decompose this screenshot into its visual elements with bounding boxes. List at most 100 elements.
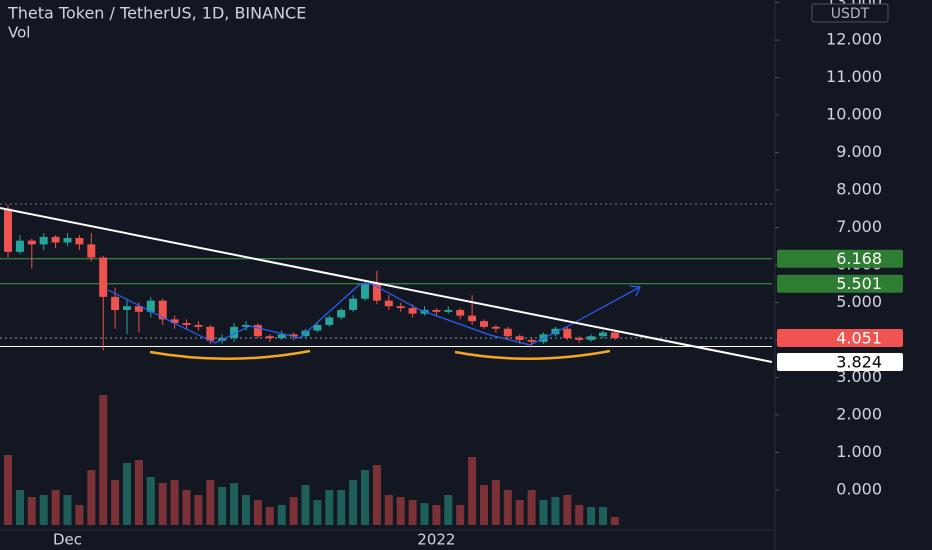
- candle-body: [123, 306, 131, 310]
- volume-bar: [146, 477, 155, 525]
- volume-bar: [480, 485, 488, 525]
- price-label-box: [777, 249, 903, 268]
- candle-body: [111, 296, 120, 310]
- volume-bar: [301, 485, 310, 525]
- candle-body: [610, 332, 619, 339]
- volume-bar: [194, 495, 203, 525]
- y-tick-label: 12.000: [826, 30, 882, 49]
- volume-bar: [551, 497, 560, 525]
- trendline[interactable]: [0, 207, 773, 363]
- y-tick-label: 8.000: [836, 180, 882, 199]
- candle-body: [527, 339, 536, 342]
- candle-body: [87, 244, 96, 258]
- candle-body: [384, 300, 393, 307]
- volume-bar: [242, 495, 250, 525]
- volume-bar: [491, 480, 500, 525]
- volume-bar: [182, 490, 191, 525]
- price-axis: 0.0001.0002.0003.0004.0005.0006.0007.000…: [775, 0, 903, 498]
- volume-bar: [15, 490, 24, 525]
- volume-bar: [503, 490, 512, 525]
- candle-body: [170, 319, 179, 324]
- volume-bar: [610, 517, 619, 525]
- candle-body: [468, 315, 477, 322]
- candle-body: [563, 328, 572, 339]
- candle-body: [265, 336, 274, 339]
- volume-bar: [170, 480, 179, 525]
- price-label: 3.824: [836, 353, 882, 372]
- pattern-arc[interactable]: [149, 349, 311, 360]
- candle-body: [206, 326, 215, 341]
- candle-body: [15, 240, 24, 252]
- volume-bar: [206, 480, 215, 525]
- volume-bar: [349, 480, 358, 525]
- volume-bar: [527, 490, 536, 525]
- x-tick-label: 2022: [417, 531, 455, 549]
- volume-bar: [563, 495, 572, 525]
- volume-bar: [539, 500, 548, 525]
- price-label-box: [777, 274, 903, 293]
- volume-bar: [313, 500, 322, 525]
- volume-layer: [4, 395, 619, 525]
- candle-body: [432, 309, 441, 312]
- candle-body: [349, 298, 358, 310]
- y-tick-label: 9.000: [836, 142, 882, 161]
- candle-body: [599, 332, 607, 337]
- volume-bar: [432, 505, 441, 525]
- volume-bar: [39, 495, 48, 525]
- candle-body: [230, 326, 239, 339]
- candle-body: [4, 208, 12, 252]
- price-label: 6.168: [836, 249, 882, 268]
- candle-body: [361, 283, 369, 299]
- price-label: 4.051: [836, 329, 882, 348]
- candle-body: [27, 240, 36, 245]
- candles-layer: [4, 205, 619, 351]
- candle-body: [337, 309, 346, 318]
- currency-badge[interactable]: [811, 3, 889, 23]
- candle-body: [408, 308, 417, 314]
- y-tick-label: 1.000: [836, 442, 882, 461]
- candle-body: [39, 236, 48, 245]
- candle-body: [194, 324, 203, 327]
- candle-body: [444, 309, 453, 312]
- y-tick-label: 5.000: [836, 292, 882, 311]
- volume-bar: [253, 500, 262, 525]
- pattern-arc[interactable]: [454, 349, 611, 360]
- candle-body: [515, 336, 524, 340]
- volume-bar: [158, 483, 167, 525]
- projection-path[interactable]: [107, 283, 641, 346]
- candle-body: [253, 324, 262, 337]
- candle-body: [587, 336, 596, 340]
- candle-body: [551, 328, 560, 335]
- price-label: 5.501: [836, 274, 882, 293]
- candle-body: [134, 306, 143, 312]
- volume-bar: [456, 505, 465, 525]
- candle-body: [63, 238, 72, 243]
- volume-bar: [325, 490, 334, 525]
- volume-bar: [515, 500, 524, 525]
- volume-bar: [51, 490, 60, 525]
- candle-body: [575, 338, 584, 340]
- candle-body: [325, 317, 334, 325]
- time-axis: Dec 2022: [53, 531, 456, 549]
- candle-body: [158, 300, 167, 320]
- candle-body: [75, 238, 84, 245]
- price-label-box: [777, 329, 903, 348]
- volume-bar: [420, 503, 429, 525]
- price-label-box: [777, 353, 903, 372]
- volume-label: Vol: [8, 24, 30, 42]
- volume-bar: [384, 495, 393, 525]
- volume-bar: [587, 507, 596, 525]
- volume-bar: [63, 495, 72, 525]
- volume-bar: [75, 505, 84, 525]
- candle-body: [51, 236, 60, 243]
- candle-body: [396, 306, 405, 309]
- candle-body: [99, 257, 108, 297]
- volume-bar: [4, 455, 12, 525]
- volume-bar: [123, 463, 131, 525]
- volume-bar: [468, 457, 477, 525]
- volume-bar: [99, 395, 108, 525]
- y-tick-label: 0.000: [836, 479, 882, 498]
- y-tick-label: 7.000: [836, 217, 882, 236]
